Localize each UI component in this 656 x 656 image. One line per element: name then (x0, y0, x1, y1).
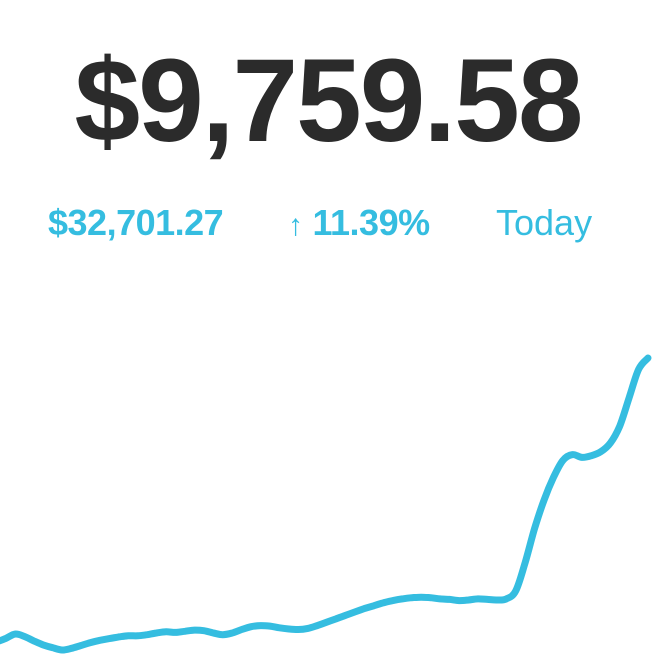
price-chart-svg (0, 354, 652, 654)
portfolio-balance: $9,759.58 (74, 35, 584, 167)
period-selector[interactable]: Today (496, 202, 593, 243)
price-line (0, 354, 652, 654)
change-summary: $32,701.27 ↑ 11.39% Today (0, 198, 656, 248)
arrow-up-icon: ↑ (288, 209, 303, 242)
change-percent-badge: ↑ 11.39% (288, 198, 430, 251)
change-amount: $32,701.27 (48, 202, 224, 243)
change-percent: 11.39% (312, 202, 431, 243)
price-chart[interactable] (0, 300, 656, 656)
